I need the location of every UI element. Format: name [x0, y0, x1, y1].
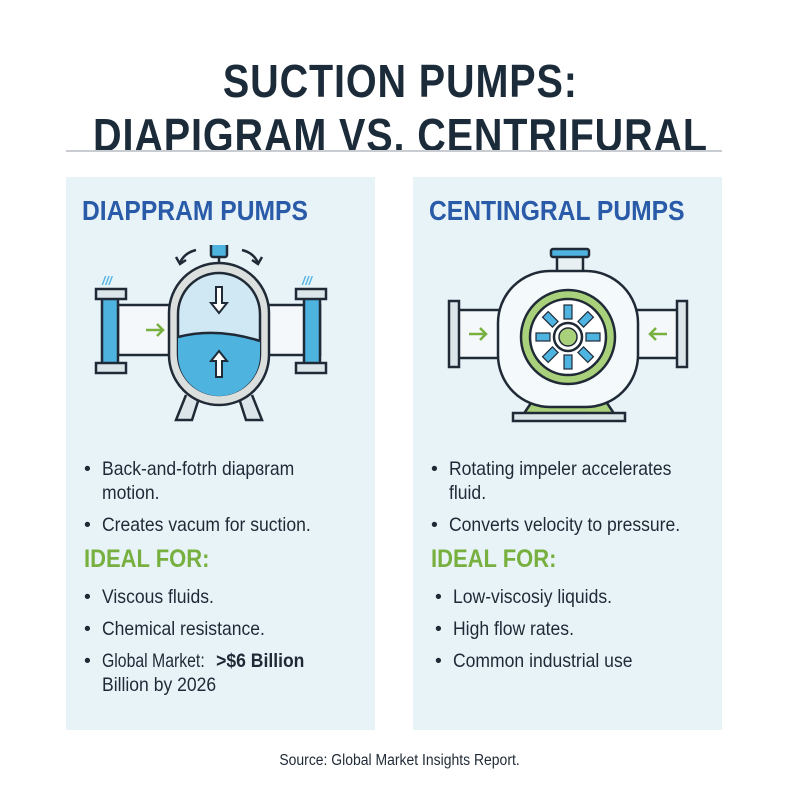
svg-text:///: /// [101, 274, 114, 288]
centrifugal-heading: CENTINGRAL PUMPS [429, 195, 685, 226]
page-title-line2: DIAPIGRAM VS. CENTRIFURAL [92, 109, 708, 161]
svg-text:///: /// [301, 274, 314, 288]
centrifugal-panel: CENTINGRAL PUMPS [413, 177, 722, 730]
diaphragm-ideal-list: Viscous fluids. Chemical resistance. Glo… [84, 585, 374, 705]
title-divider [66, 150, 722, 152]
ideal-item: High flow rates. [435, 617, 725, 641]
impeller-blades [535, 304, 601, 370]
diaphragm-panel: DIAPPRAM PUMPS /// /// B [66, 177, 375, 730]
centrifugal-pump-icon [447, 247, 689, 423]
source-note: Source: Global Market Insights Report. [279, 752, 521, 769]
ideal-item: Low-viscosiy liquids. [435, 585, 725, 609]
ideal-item: Viscous fluids. [84, 585, 374, 609]
ideal-item: Chemical resistance. [84, 617, 374, 641]
ideal-item: Common industrial use [435, 649, 725, 673]
feature-item: Creates vacum for suction. [84, 513, 374, 537]
ideal-for-label: IDEAL FOR: [431, 545, 557, 573]
ideal-for-label: IDEAL FOR: [84, 545, 210, 573]
centrifugal-ideal-list: Low-viscosiy liquids. High flow rates. C… [435, 585, 725, 681]
page-title-line1: SUCTION PUMPS: [222, 55, 578, 107]
diaphragm-pump-icon: /// /// [94, 245, 328, 422]
diaphragm-heading: DIAPPRAM PUMPS [82, 195, 308, 226]
feature-item: Converts velocity to pressure. [431, 513, 721, 537]
